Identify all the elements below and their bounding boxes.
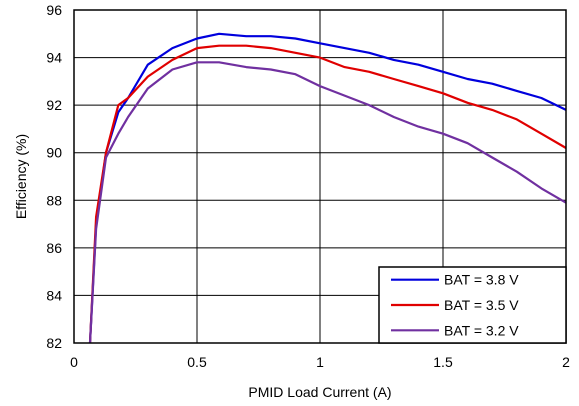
x-axis-ticks: 0 0.5 1 1.5 2 <box>70 354 570 370</box>
series-lines <box>88 32 567 344</box>
legend: BAT = 3.8 V BAT = 3.5 V BAT = 3.2 V <box>378 266 567 344</box>
y-axis-title: Efficiency (%) <box>13 134 29 219</box>
x-axis-title: PMID Load Current (A) <box>248 384 391 400</box>
y-axis-ticks: 82 84 86 88 90 92 94 96 <box>46 2 62 351</box>
y-tick-label: 94 <box>46 50 62 66</box>
y-tick-label: 92 <box>46 97 62 113</box>
y-tick-label: 82 <box>46 335 62 351</box>
series-line-1 <box>88 32 567 344</box>
x-tick-label: 2 <box>562 354 570 370</box>
y-tick-label: 86 <box>46 240 62 256</box>
x-tick-label: 0 <box>70 354 78 370</box>
y-tick-label: 96 <box>46 2 62 18</box>
y-tick-label: 90 <box>46 145 62 161</box>
plot-area-frame <box>73 9 567 344</box>
x-tick-label: 0.5 <box>187 354 207 370</box>
x-tick-label: 1 <box>316 354 324 370</box>
series-line-3 <box>88 61 567 344</box>
legend-label: BAT = 3.5 V <box>444 297 519 313</box>
y-tick-label: 88 <box>46 192 62 208</box>
y-tick-label: 84 <box>46 287 62 303</box>
x-tick-label: 1.5 <box>433 354 453 370</box>
legend-label: BAT = 3.2 V <box>444 322 519 338</box>
legend-label: BAT = 3.8 V <box>444 272 519 288</box>
series-line-2 <box>88 44 567 344</box>
